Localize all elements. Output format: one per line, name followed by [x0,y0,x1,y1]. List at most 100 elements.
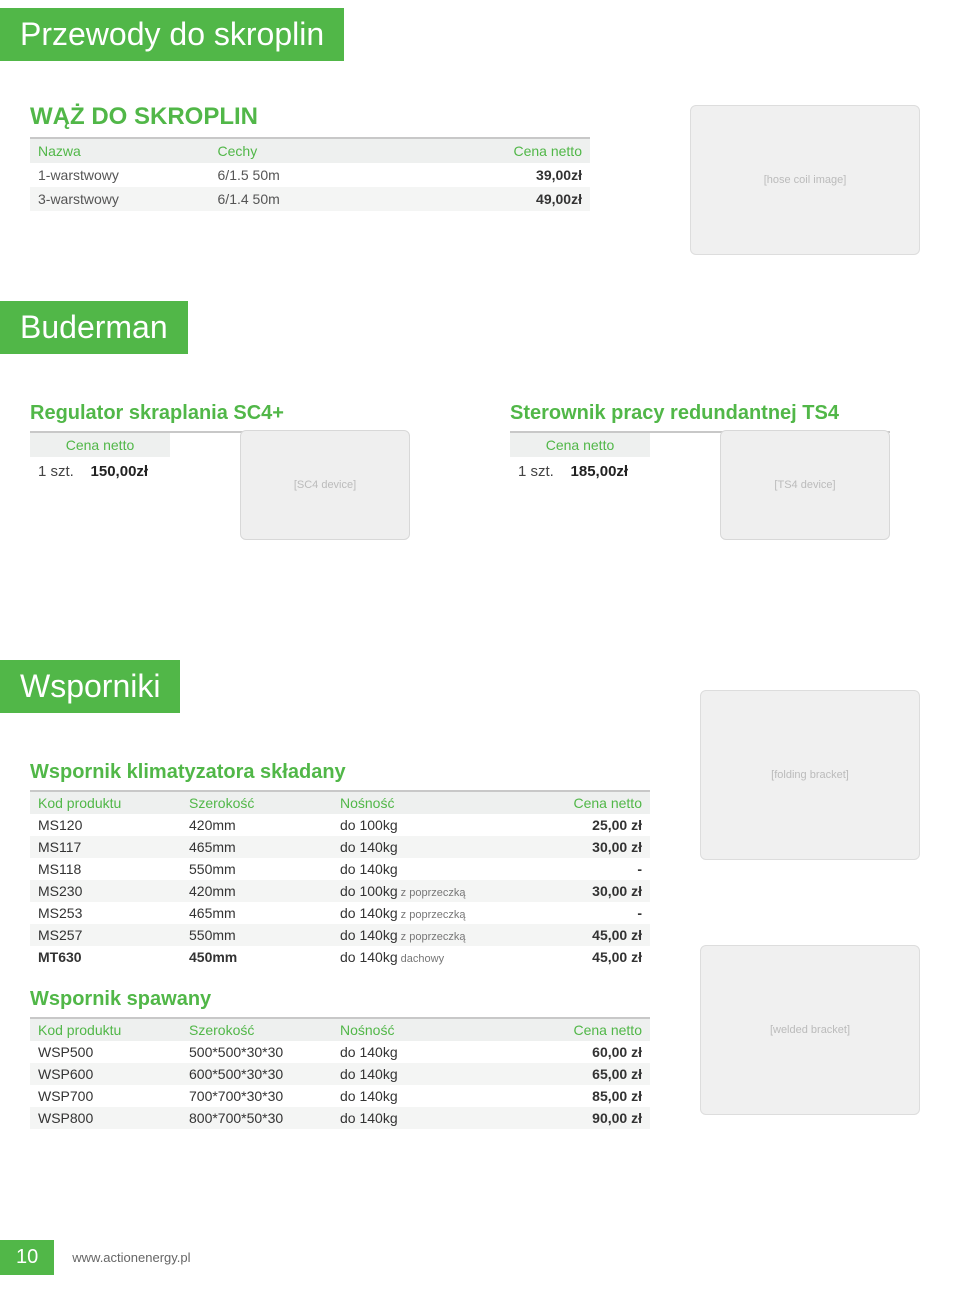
table-hose: Nazwa Cechy Cena netto 1-warstwowy 6/1.5… [30,139,590,211]
th: Szerokość [189,795,340,811]
cell: MS257 [38,927,189,943]
table-row: MS257550mmdo 140kg z poprzeczką45,00 zł [30,924,650,946]
cell: 6/1.5 50m [218,167,398,183]
th: Kod produktu [38,795,189,811]
cell: 420mm [189,883,340,899]
cell-price: 49,00zł [397,191,582,207]
cell: WSP800 [38,1110,189,1126]
cell: 550mm [189,861,340,877]
cell-price: - [533,905,642,921]
cell: 465mm [189,905,340,921]
cell: 450mm [189,949,340,965]
cell: 3-warstwowy [38,191,218,207]
cell: 500*500*30*30 [189,1044,340,1060]
price: 150,00zł [91,463,149,480]
table-row: MS253465mmdo 140kg z poprzeczką- [30,902,650,924]
table-row: WSP700700*700*30*30do 140kg85,00 zł [30,1085,650,1107]
sc4-title: Regulator skraplania SC4+ [30,402,410,425]
bracket-welded-image: [welded bracket] [700,945,920,1115]
th: Cena netto [533,795,642,811]
table-header-row: Kod produktu Szerokość Nośność Cena nett… [30,792,650,814]
qty: 1 szt. [38,463,74,480]
price: 185,00zł [571,463,629,480]
th-cena: Cena netto [510,433,650,457]
cell: do 140kg [340,1066,533,1082]
cell-price: 60,00 zł [533,1044,642,1060]
table-row: MT630450mmdo 140kg dachowy45,00 zł [30,946,650,968]
cell-price: 45,00 zł [533,949,642,965]
table-row: 1-warstwowy 6/1.5 50m 39,00zł [30,163,590,187]
cell: MS230 [38,883,189,899]
cell: do 140kg [340,1110,533,1126]
table-row: MS118550mmdo 140kg- [30,858,650,880]
table-row: MS117465mmdo 140kg30,00 zł [30,836,650,858]
cell: 700*700*30*30 [189,1088,340,1104]
cell: MS253 [38,905,189,921]
th-nazwa: Nazwa [38,143,218,159]
cell: do 140kg z poprzeczką [340,927,533,943]
section3-title-bar: Wsporniki [0,660,180,713]
hose-image: [hose coil image] [690,105,920,255]
cell: 550mm [189,927,340,943]
table-row: WSP600600*500*30*30do 140kg65,00 zł [30,1063,650,1085]
cell-price: 39,00zł [397,167,582,183]
cell-price: 65,00 zł [533,1066,642,1082]
cell: 1-warstwowy [38,167,218,183]
cell: 6/1.4 50m [218,191,398,207]
col-ts4: Sterownik pracy redundantnej TS4 Cena ne… [510,402,890,540]
th: Szerokość [189,1022,340,1038]
cell-price: 25,00 zł [533,817,642,833]
cell-price: 30,00 zł [533,839,642,855]
cell: 600*500*30*30 [189,1066,340,1082]
table-row: 3-warstwowy 6/1.4 50m 49,00zł [30,187,590,211]
th-cechy: Cechy [218,143,398,159]
cell: MS118 [38,861,189,877]
cell: do 140kg z poprzeczką [340,905,533,921]
cell: do 140kg dachowy [340,949,533,965]
cell: WSP600 [38,1066,189,1082]
cell: 465mm [189,839,340,855]
table-header-row: Nazwa Cechy Cena netto [30,139,590,163]
th: Cena netto [533,1022,642,1038]
ts4-title: Sterownik pracy redundantnej TS4 [510,402,890,425]
table-wspornik-skladany: Kod produktu Szerokość Nośność Cena nett… [30,792,650,968]
cell: MS120 [38,817,189,833]
cell: do 140kg [340,861,533,877]
cell-price: - [533,861,642,877]
cell: do 140kg [340,839,533,855]
cell: WSP500 [38,1044,189,1060]
th: Nośność [340,1022,533,1038]
th: Nośność [340,795,533,811]
th-cena: Cena netto [30,433,170,457]
section2-title-bar: Buderman [0,301,188,354]
cell-price: 45,00 zł [533,927,642,943]
page-number: 10 [0,1240,54,1275]
cell: do 100kg z poprzeczką [340,883,533,899]
cell: MS117 [38,839,189,855]
cell-price: 85,00 zł [533,1088,642,1104]
col-sc4: Regulator skraplania SC4+ Cena netto 1 s… [30,402,410,540]
cell: do 140kg [340,1088,533,1104]
table-row: MS120420mmdo 100kg25,00 zł [30,814,650,836]
ts4-image: [TS4 device] [720,430,890,540]
footer-url: www.actionenergy.pl [72,1250,190,1265]
section1-title-bar: Przewody do skroplin [0,8,344,61]
cell-price: 90,00 zł [533,1110,642,1126]
table-row: WSP800800*700*50*30do 140kg90,00 zł [30,1107,650,1129]
cell: MT630 [38,949,189,965]
bracket-folding-image: [folding bracket] [700,690,920,860]
sc4-image: [SC4 device] [240,430,410,540]
cell: WSP700 [38,1088,189,1104]
cell-price: 30,00 zł [533,883,642,899]
table-wspornik-spawany: Kod produktu Szerokość Nośność Cena nett… [30,1019,650,1129]
cell: do 140kg [340,1044,533,1060]
cell: 420mm [189,817,340,833]
footer: 10 www.actionenergy.pl [0,1240,191,1275]
th: Kod produktu [38,1022,189,1038]
table-row: MS230420mmdo 100kg z poprzeczką30,00 zł [30,880,650,902]
cell: 800*700*50*30 [189,1110,340,1126]
qty: 1 szt. [518,463,554,480]
cell: do 100kg [340,817,533,833]
table-header-row: Kod produktu Szerokość Nośność Cena nett… [30,1019,650,1041]
th-cena: Cena netto [397,143,582,159]
